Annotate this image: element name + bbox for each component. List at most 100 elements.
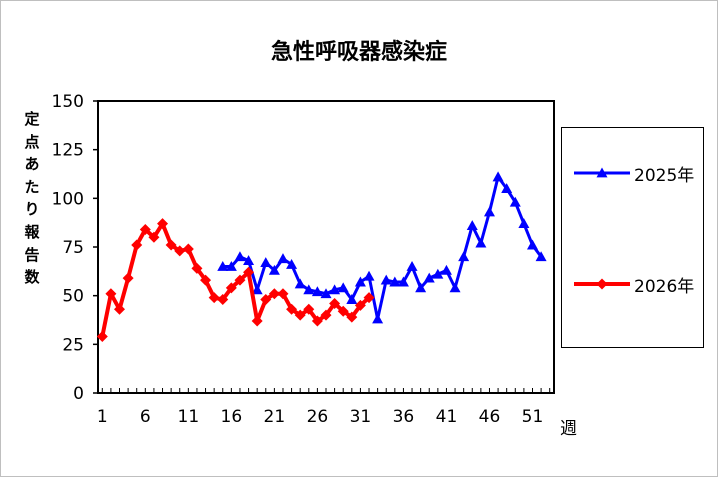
- data-point-0: [260, 257, 272, 267]
- data-point-1: [105, 288, 117, 300]
- data-point-1: [200, 274, 212, 286]
- data-point-1: [277, 288, 289, 300]
- data-point-0: [483, 206, 495, 217]
- data-point-0: [501, 183, 513, 193]
- y-axis-label-char: 報: [24, 222, 40, 241]
- data-point-1: [131, 239, 143, 251]
- data-point-0: [363, 270, 375, 281]
- x-tick-label: 46: [479, 407, 501, 427]
- data-point-0: [415, 282, 427, 293]
- data-point-1: [96, 331, 108, 343]
- data-point-0: [337, 282, 349, 293]
- x-tick-label: 51: [522, 407, 544, 427]
- data-point-0: [217, 260, 229, 271]
- data-point-0: [354, 276, 366, 287]
- data-point-1: [268, 288, 280, 300]
- data-point-0: [440, 264, 452, 275]
- data-point-1: [225, 282, 237, 294]
- data-point-0: [311, 286, 323, 297]
- data-point-0: [458, 251, 470, 262]
- x-tick-label: 26: [307, 407, 329, 427]
- y-tick-label: 50: [62, 287, 84, 307]
- data-point-1: [286, 303, 298, 315]
- data-point-0: [475, 237, 487, 248]
- data-point-1: [320, 309, 332, 321]
- x-tick-label: 1: [97, 407, 108, 427]
- data-point-0: [320, 288, 332, 299]
- legend-item-2026: 2026年: [572, 272, 695, 297]
- legend-swatch-2025: [574, 167, 630, 178]
- data-point-0: [286, 259, 298, 269]
- data-point-1: [363, 292, 375, 304]
- data-point-1: [165, 239, 177, 251]
- y-tick-label: 75: [62, 238, 84, 258]
- legend-swatch-2026: [574, 278, 630, 290]
- data-point-1: [148, 231, 160, 243]
- data-point-1: [157, 218, 169, 230]
- y-axis-label-char: 定: [24, 110, 40, 128]
- data-point-1: [294, 309, 306, 321]
- data-point-1: [303, 303, 315, 315]
- data-point-1: [251, 315, 263, 327]
- data-point-0: [397, 276, 409, 287]
- data-point-1: [217, 294, 229, 306]
- data-point-0: [243, 255, 255, 266]
- data-point-1: [139, 223, 151, 235]
- data-point-1: [208, 292, 220, 304]
- x-axis-label: 週: [560, 419, 577, 439]
- data-point-1: [337, 305, 349, 317]
- data-point-0: [380, 274, 392, 285]
- x-tick-label: 41: [436, 407, 458, 427]
- legend-marker: [596, 167, 608, 178]
- data-point-0: [225, 260, 237, 271]
- data-point-0: [277, 253, 289, 264]
- legend-label-2025: 2025年: [634, 165, 695, 186]
- x-tick-label: 21: [264, 407, 286, 427]
- y-axis-label-char: 点: [24, 132, 40, 151]
- x-tick-label: 6: [140, 407, 151, 427]
- y-tick-label: 0: [73, 384, 84, 404]
- x-tick-label: 16: [221, 407, 243, 427]
- legend-item-2025: 2025年: [572, 161, 695, 186]
- data-point-1: [243, 266, 255, 278]
- data-point-0: [303, 284, 315, 295]
- data-point-1: [311, 315, 323, 327]
- data-point-1: [174, 245, 186, 257]
- data-point-0: [372, 313, 384, 324]
- data-point-0: [492, 171, 504, 182]
- data-point-0: [432, 268, 444, 279]
- legend-marker: [596, 278, 608, 290]
- data-point-0: [466, 220, 478, 230]
- data-point-0: [406, 260, 418, 271]
- x-tick-label: 36: [393, 407, 415, 427]
- data-point-0: [268, 264, 280, 275]
- data-point-1: [191, 262, 203, 274]
- data-point-0: [294, 278, 306, 289]
- legend: 2025年 2026年: [561, 127, 704, 348]
- data-point-0: [423, 272, 435, 283]
- data-point-0: [509, 196, 521, 207]
- data-point-1: [354, 299, 366, 311]
- y-axis-label-char: あ: [24, 155, 40, 174]
- data-point-0: [526, 239, 538, 250]
- y-axis-label-char: た: [24, 177, 40, 196]
- y-tick-label: 125: [52, 141, 84, 161]
- data-point-1: [346, 311, 358, 323]
- data-point-1: [114, 303, 126, 315]
- data-point-0: [346, 294, 358, 304]
- y-axis-label: 定点あたり報告数: [20, 108, 44, 289]
- data-point-0: [389, 276, 401, 287]
- legend-label-2026: 2026年: [634, 276, 695, 297]
- y-axis-label-char: り: [24, 200, 40, 219]
- data-point-0: [535, 251, 547, 262]
- y-axis-label-char: 数: [24, 268, 40, 287]
- x-tick-label: 31: [350, 407, 372, 427]
- data-point-1: [329, 297, 341, 309]
- data-point-1: [182, 243, 194, 255]
- data-point-0: [518, 218, 530, 229]
- data-point-1: [234, 274, 246, 286]
- data-point-1: [260, 294, 272, 306]
- y-tick-label: 150: [52, 92, 84, 112]
